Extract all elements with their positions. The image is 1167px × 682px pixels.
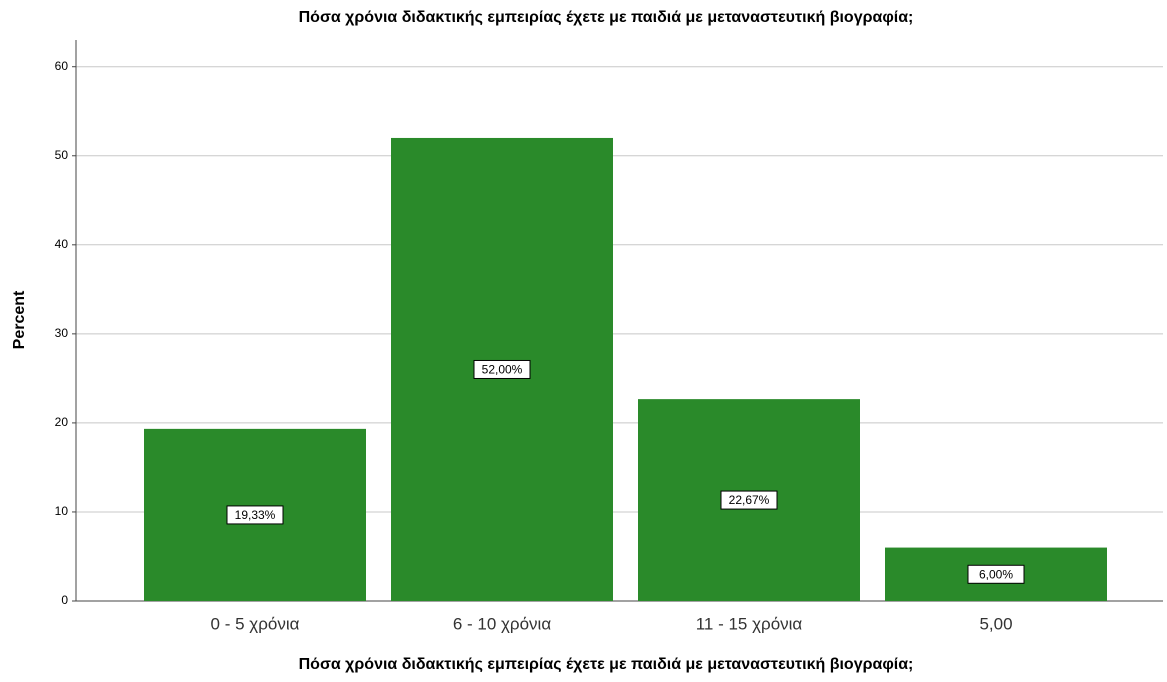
- value-label: 6,00%: [979, 567, 1013, 581]
- y-tick-label: 60: [55, 59, 69, 73]
- y-tick-label: 30: [55, 326, 69, 340]
- y-tick-label: 40: [55, 237, 69, 251]
- x-tick-label: 6 - 10 χρόνια: [453, 614, 552, 633]
- y-tick-label: 10: [55, 504, 69, 518]
- y-tick-label: 20: [55, 415, 69, 429]
- y-tick-label: 0: [61, 593, 68, 607]
- value-label: 19,33%: [235, 508, 276, 522]
- value-label-box: [720, 490, 778, 510]
- x-tick-label: 5,00: [979, 614, 1012, 633]
- chart-title: Πόσα χρόνια διδακτικής εμπειρίας έχετε μ…: [299, 9, 914, 26]
- value-label-box: [967, 564, 1025, 584]
- value-label-box: [226, 505, 284, 525]
- y-axis-title: Percent: [11, 290, 28, 349]
- value-label: 52,00%: [482, 363, 523, 377]
- y-tick-label: 50: [55, 148, 69, 162]
- x-tick-label: 0 - 5 χρόνια: [211, 614, 300, 633]
- value-label: 22,67%: [729, 493, 770, 507]
- value-label-box: [473, 359, 531, 379]
- x-axis-title: Πόσα χρόνια διδακτικής εμπειρίας έχετε μ…: [299, 656, 914, 673]
- x-tick-label: 11 - 15 χρόνια: [696, 614, 803, 633]
